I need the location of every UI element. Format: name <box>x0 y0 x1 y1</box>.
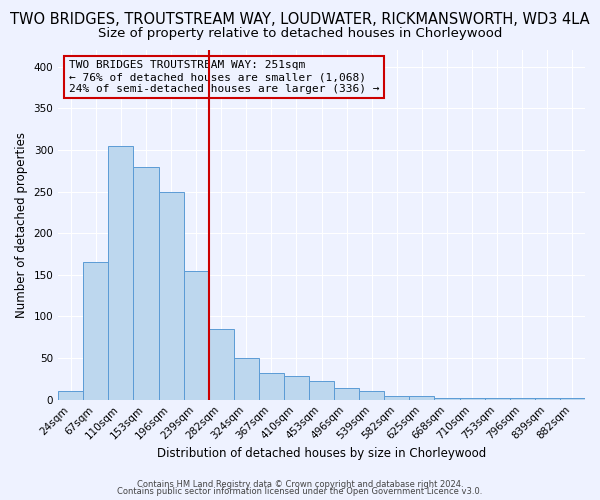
Bar <box>133 166 158 400</box>
Bar <box>434 398 460 400</box>
Text: Size of property relative to detached houses in Chorleywood: Size of property relative to detached ho… <box>98 28 502 40</box>
Bar <box>485 398 510 400</box>
Bar <box>259 373 284 400</box>
Bar <box>510 398 535 400</box>
Y-axis label: Number of detached properties: Number of detached properties <box>15 132 28 318</box>
Bar <box>158 192 184 400</box>
Text: TWO BRIDGES, TROUTSTREAM WAY, LOUDWATER, RICKMANSWORTH, WD3 4LA: TWO BRIDGES, TROUTSTREAM WAY, LOUDWATER,… <box>10 12 590 28</box>
Text: Contains public sector information licensed under the Open Government Licence v3: Contains public sector information licen… <box>118 487 482 496</box>
Text: Contains HM Land Registry data © Crown copyright and database right 2024.: Contains HM Land Registry data © Crown c… <box>137 480 463 489</box>
Bar <box>359 392 385 400</box>
Bar <box>83 262 109 400</box>
Bar <box>409 396 434 400</box>
Bar <box>535 398 560 400</box>
Bar <box>284 376 309 400</box>
Bar <box>58 392 83 400</box>
Bar <box>209 329 234 400</box>
Bar <box>334 388 359 400</box>
Bar <box>309 382 334 400</box>
X-axis label: Distribution of detached houses by size in Chorleywood: Distribution of detached houses by size … <box>157 447 486 460</box>
Text: TWO BRIDGES TROUTSTREAM WAY: 251sqm
← 76% of detached houses are smaller (1,068): TWO BRIDGES TROUTSTREAM WAY: 251sqm ← 76… <box>69 60 379 94</box>
Bar <box>234 358 259 400</box>
Bar <box>109 146 133 400</box>
Bar <box>184 270 209 400</box>
Bar <box>560 398 585 400</box>
Bar <box>460 398 485 400</box>
Bar <box>385 396 409 400</box>
